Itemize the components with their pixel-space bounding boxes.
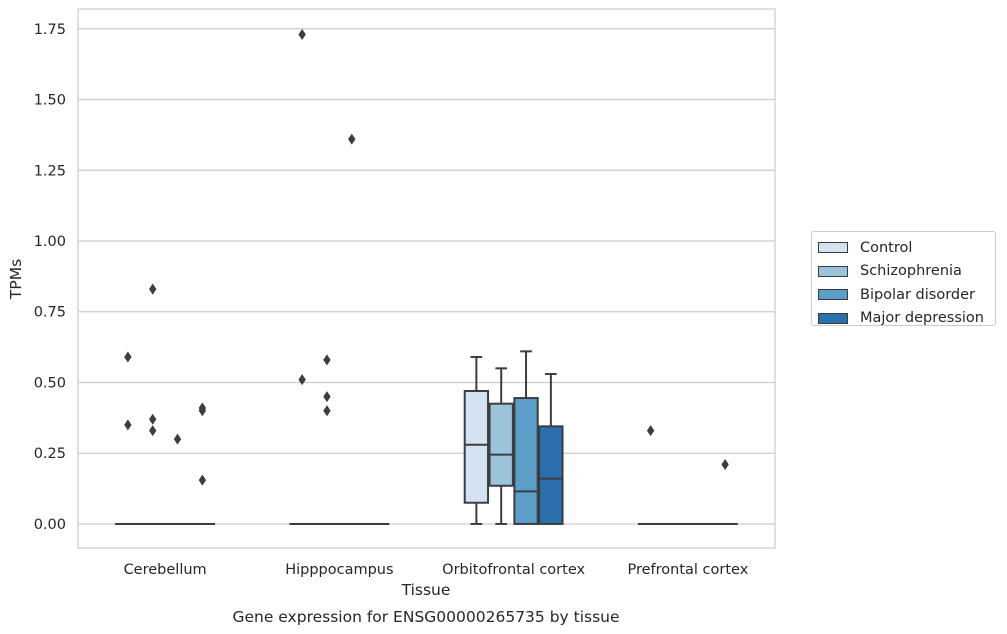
y-tick-labels: 0.00 0.25 0.50 0.75 1.00 1.25 1.50 1.75 <box>34 22 66 533</box>
legend-item: Schizophrenia <box>818 260 995 284</box>
outlier-point <box>298 28 306 40</box>
box-control-0 <box>115 351 141 525</box>
outlier-point <box>298 374 306 386</box>
outlier-point <box>348 133 356 145</box>
y-tick-label: 0.75 <box>34 305 66 321</box>
chart-title: Gene expression for ENSG00000265735 by t… <box>232 608 619 626</box>
box-major-depression-0 <box>189 402 216 525</box>
y-tick-label: 1.75 <box>34 22 66 38</box>
legend-swatch <box>818 242 848 254</box>
box-iqr <box>488 402 514 487</box>
box-iqr <box>513 397 539 525</box>
legend-item: Major depression <box>818 307 995 331</box>
box-iqr <box>463 389 490 504</box>
outlier-point <box>323 405 331 417</box>
legend: Control Schizophrenia Bipolar disorder Majo… <box>811 231 996 326</box>
legend-label: Control <box>860 239 913 256</box>
outlier-point <box>198 405 207 417</box>
legend-label: Schizophrenia <box>860 263 962 280</box>
y-tick-label: 0.50 <box>34 375 66 391</box>
x-tick-label: Cerebellum <box>124 562 207 578</box>
x-tick-labels: Cerebellum Hipppocampus Orbitofrontal cort… <box>124 562 749 578</box>
box-bipolar-disorder-0 <box>164 433 191 525</box>
box-major-depression-3 <box>712 459 738 525</box>
outlier-point <box>173 433 182 445</box>
legend-item: Control <box>818 236 995 260</box>
legend-label: Bipolar disorder <box>860 286 975 303</box>
y-tick-label: 0.00 <box>34 517 66 533</box>
box-schizophrenia-2 <box>488 367 514 525</box>
legend-swatch <box>818 289 848 301</box>
legend-swatch <box>818 312 848 324</box>
box-iqr <box>538 425 564 525</box>
outlier-point <box>323 391 331 403</box>
x-axis-label: Tissue <box>401 581 451 599</box>
boxes <box>115 28 738 525</box>
box-control-1 <box>289 28 315 525</box>
box-schizophrenia-0 <box>140 283 166 525</box>
outlier-point <box>323 354 331 366</box>
box-bipolar-disorder-2 <box>513 350 539 525</box>
box-control-2 <box>463 356 490 525</box>
box-major-depression-2 <box>538 372 564 525</box>
outlier-point <box>149 413 157 425</box>
x-tick-label: Prefrontal cortex <box>627 562 748 578</box>
gridlines <box>78 28 775 525</box>
y-tick-label: 1.50 <box>34 93 66 109</box>
plot-frame <box>77 8 776 549</box>
y-axis-label: TPMs <box>7 259 25 300</box>
y-tick-label: 0.25 <box>34 446 66 462</box>
box-control-3 <box>637 425 664 525</box>
outlier-point <box>149 283 157 295</box>
outlier-point <box>124 419 132 431</box>
outlier-point <box>721 459 729 471</box>
y-tick-label: 1.25 <box>34 163 66 179</box>
legend-item: Bipolar disorder <box>818 283 995 307</box>
box-bipolar-disorder-1 <box>339 133 365 525</box>
x-tick-label: Hipppocampus <box>285 562 393 578</box>
legend-swatch <box>818 265 848 277</box>
outlier-point <box>198 474 207 486</box>
x-tick-label: Orbitofrontal cortex <box>442 562 585 578</box>
outlier-point <box>124 351 132 363</box>
outlier-point <box>646 425 655 437</box>
legend-label: Major depression <box>860 310 984 327</box>
y-tick-label: 1.00 <box>34 234 66 250</box>
box-schizophrenia-1 <box>314 354 340 525</box>
outlier-point <box>149 425 157 437</box>
